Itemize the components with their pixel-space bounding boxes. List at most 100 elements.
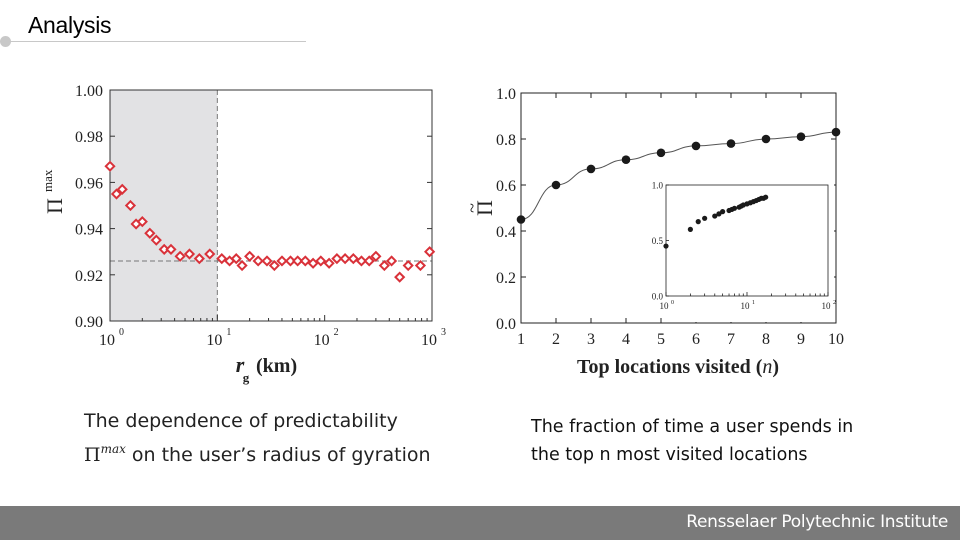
data-point: [110, 188, 123, 200]
x-label-unit: (km): [256, 355, 297, 377]
title-bullet-dot: [0, 36, 11, 47]
y-tick-label: 0.98: [75, 129, 103, 146]
data-point: [331, 253, 343, 265]
data-point: [216, 253, 228, 265]
caption-left-line2: Πmax on the user’s radius of gyration: [84, 435, 431, 469]
inset-x-tick-label: 10: [660, 301, 670, 311]
data-point: [307, 257, 319, 269]
footer-bar: Rensselaer Polytechnic Institute: [0, 506, 960, 540]
data-point: [691, 141, 701, 151]
data-point: [378, 259, 390, 272]
x-tick-exponent: 0: [119, 327, 124, 338]
x-tick-label: 7: [727, 331, 735, 348]
y-label-symbol: Π: [472, 200, 497, 216]
x-tick-exponent: 1: [226, 327, 231, 338]
inset-x-tick-exponent: 1: [752, 300, 755, 306]
inset-data-point: [687, 226, 693, 232]
data-point: [165, 243, 177, 256]
y-tick-label: 1.00: [75, 83, 103, 100]
data-point: [276, 255, 288, 267]
data-point: [104, 160, 116, 172]
x-tick-label: 8: [762, 331, 770, 348]
data-point: [244, 250, 256, 262]
data-point: [144, 227, 156, 239]
data-point: [726, 139, 736, 148]
data-point: [621, 155, 631, 164]
data-point: [831, 127, 841, 137]
inset-x-tick-exponent: 0: [671, 300, 674, 306]
series-line: [520, 131, 837, 220]
inset-y-tick-label: 0.0: [652, 292, 664, 302]
x-tick-label: 10: [206, 332, 222, 349]
x-label-variable: n: [762, 356, 772, 378]
inset-x-tick-label: 10: [822, 301, 832, 311]
y-tick-label: 0.8: [496, 132, 516, 149]
caption-left: The dependence of predictability Πmax on …: [84, 407, 431, 469]
data-point: [268, 259, 280, 272]
data-point: [363, 255, 375, 267]
x-tick-label: 6: [692, 331, 700, 348]
data-point: [796, 132, 806, 141]
caption-right: The fraction of time a user spends in th…: [531, 417, 854, 465]
inset-data-point: [702, 215, 708, 221]
data-point: [423, 246, 436, 258]
data-point: [174, 250, 186, 262]
data-point: [339, 253, 351, 265]
inset-data-point: [663, 243, 669, 249]
x-label-text: Top locations visited (: [577, 356, 763, 378]
data-point: [414, 259, 427, 272]
y-tick-label: 0.96: [75, 175, 103, 192]
title-underline: [6, 41, 306, 42]
data-point: [116, 183, 128, 195]
predictability-vs-radius-chart: 0.90 0.92 0.94 0.96 0.98 1.00 10 0 10 1 10 2 10 3 Πmax…: [40, 83, 446, 385]
inset-y-tick-label: 1.0: [652, 181, 664, 191]
x-axis-label: Top locations visited (n): [577, 356, 779, 378]
plot-frame: [109, 89, 433, 322]
caption-left-rest: on the user’s radius of gyration: [131, 444, 431, 466]
footer-institution: Rensselaer Polytechnic Institute: [686, 512, 948, 532]
data-point: [236, 259, 248, 272]
data-point: [252, 255, 264, 267]
x-tick-exponent: 3: [441, 327, 446, 338]
data-point: [292, 255, 304, 267]
y-axis-label: Πmax: [40, 169, 67, 214]
data-point: [183, 248, 196, 260]
data-point: [656, 148, 666, 158]
x-tick-label: 10: [421, 332, 437, 349]
data-point: [193, 253, 205, 265]
x-tick-label: 5: [657, 331, 665, 348]
data-point: [516, 215, 526, 224]
data-point: [230, 253, 242, 265]
y-label-sup: max: [40, 169, 55, 192]
caption-pi-symbol: Π: [84, 444, 101, 466]
data-point: [136, 216, 148, 228]
inset-x-tick-exponent: 2: [833, 300, 836, 306]
data-point: [394, 271, 406, 283]
data-point: [124, 199, 137, 212]
x-label-close: ): [772, 356, 779, 378]
data-point: [150, 234, 162, 246]
y-label-symbol: Π: [42, 198, 67, 214]
x-tick-exponent: 2: [334, 327, 339, 338]
data-point: [385, 255, 398, 267]
x-tick-label: 10: [828, 331, 844, 348]
y-tick-label: 0.4: [496, 224, 516, 241]
y-axis-label: Π~: [470, 200, 497, 216]
data-point: [299, 255, 311, 267]
data-point: [551, 180, 561, 190]
x-tick-label: 9: [797, 331, 805, 348]
data-point: [761, 134, 771, 144]
x-label-variable: r: [236, 352, 245, 377]
data-point: [204, 248, 216, 260]
data-point: [402, 259, 414, 272]
y-label-accent: ~: [470, 203, 482, 213]
x-tick-label: 3: [587, 331, 595, 348]
inset-x-tick-label: 10: [741, 301, 751, 311]
slide-title: Analysis: [28, 12, 112, 38]
data-point: [315, 255, 327, 267]
data-point: [284, 255, 297, 267]
data-point: [586, 164, 596, 174]
data-point: [370, 250, 382, 262]
data-point: [261, 255, 273, 267]
